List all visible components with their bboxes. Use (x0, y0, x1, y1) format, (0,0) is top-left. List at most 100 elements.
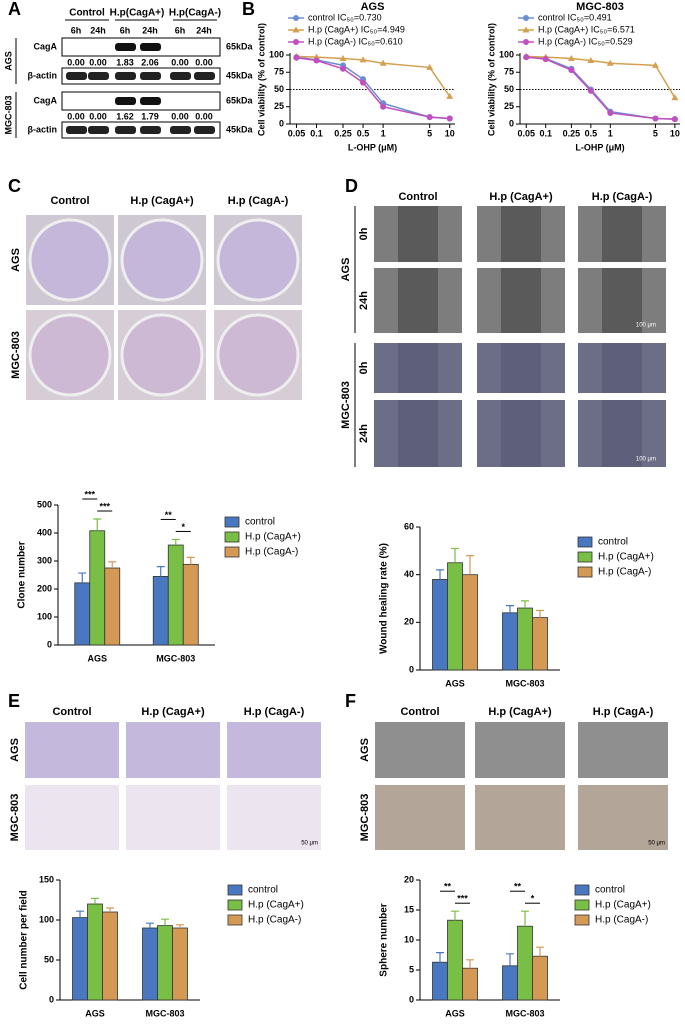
band (170, 126, 191, 134)
blot-time: 24h (142, 25, 158, 35)
bar (172, 927, 188, 1001)
error-bar (536, 946, 544, 957)
blot-time: 6h (120, 25, 131, 35)
scale-bar: 100 μm (636, 457, 656, 463)
protein: CagA (33, 41, 57, 51)
protein: β-actin (28, 124, 58, 134)
band (115, 43, 136, 51)
y-tick-label: 20 (404, 617, 414, 627)
band (140, 43, 161, 51)
legend-swatch (577, 536, 593, 548)
ratio: 0.00 (195, 111, 213, 121)
y-axis-label: Clone number (17, 541, 28, 608)
wound-gap (398, 343, 438, 393)
photo (375, 722, 465, 778)
y-tick-label: 100 (499, 49, 514, 59)
wound-gap (602, 206, 642, 262)
error-bar (78, 572, 87, 583)
error-bar (171, 538, 180, 546)
plate (28, 218, 112, 302)
bar (502, 965, 518, 1001)
y-tick-label: 10 (404, 934, 414, 944)
error-bar (186, 556, 195, 565)
cell-line: AGS (3, 51, 13, 71)
marker (671, 116, 678, 123)
legend-swatch (577, 551, 593, 563)
y-tick-label: 150 (39, 874, 54, 884)
plate (216, 313, 300, 397)
column-label: H.p (CagA-) (228, 195, 289, 207)
marker (671, 94, 679, 101)
legend-swatch (227, 914, 243, 926)
band (140, 126, 161, 134)
band (140, 97, 161, 105)
error-bar (451, 547, 459, 563)
photo (375, 785, 465, 850)
kda: 45kDa (226, 70, 254, 80)
x-tick-label: MGC-803 (156, 653, 195, 663)
y-tick-label: 25 (274, 101, 284, 111)
marker (339, 54, 347, 61)
fit-line (526, 56, 675, 120)
legend-label: H.p (CagA+) IC₅₀=6.571 (538, 24, 635, 34)
marker (607, 109, 614, 116)
marker (293, 54, 300, 61)
marker (651, 61, 659, 68)
bar (432, 961, 448, 1001)
blot-time: 6h (175, 25, 186, 35)
row-label: AGS (10, 248, 22, 272)
photo (227, 785, 321, 850)
legend-label: H.p (CagA+) (245, 532, 301, 543)
photo (25, 722, 119, 778)
column-label: Control (398, 191, 437, 203)
legend-marker (293, 39, 299, 45)
legend-label: control (598, 537, 628, 548)
y-axis-label: Sphere number (379, 903, 390, 976)
x-tick-label: 10 (670, 128, 680, 138)
x-tick-label: MGC-803 (505, 1008, 544, 1018)
x-tick-label: 10 (445, 128, 455, 138)
ratio: 1.83 (116, 57, 134, 67)
kda: 45kDa (226, 124, 254, 134)
marker (446, 115, 453, 122)
legend-swatch (227, 884, 243, 896)
significance-label: *** (99, 501, 110, 511)
significance-label: *** (84, 489, 95, 499)
error-bar (521, 910, 529, 927)
band (66, 126, 87, 134)
legend-marker (522, 26, 530, 33)
ratio: 0.00 (89, 111, 107, 121)
significance-label: ** (165, 510, 173, 520)
y-tick-label: 100 (39, 914, 54, 924)
legend-label: H.p (CagA-) (595, 915, 648, 926)
legend-marker (293, 15, 299, 21)
y-axis-label: Cell viability (% of control) (256, 23, 266, 136)
legend-swatch (574, 899, 590, 911)
error-bar (466, 555, 474, 575)
y-tick-label: 40 (404, 569, 414, 579)
plate (216, 218, 300, 302)
y-tick-label: 200 (37, 583, 52, 593)
legend-label: H.p (CagA-) (598, 567, 651, 578)
marker (568, 67, 575, 74)
y-tick-label: 50 (44, 954, 54, 964)
y-tick-label: 0 (409, 994, 414, 1004)
error-bar (106, 907, 114, 912)
cell-line: MGC-803 (3, 95, 13, 134)
legend-swatch (574, 914, 590, 926)
error-bar (146, 922, 154, 928)
x-axis-label: L-OHP (μM) (575, 142, 624, 152)
chart-title: MGC-803 (576, 1, 624, 13)
time-label: 24h (358, 424, 370, 443)
column-label: H.p (CagA-) (592, 191, 653, 203)
legend-label: control IC₅₀=0.730 (308, 12, 382, 22)
legend-label: control (248, 885, 278, 896)
photo (227, 722, 321, 778)
error-bar (93, 518, 102, 531)
plate (120, 313, 204, 397)
y-tick-label: 0 (49, 994, 54, 1004)
error-bar (436, 569, 444, 580)
ratio: 1.62 (116, 111, 134, 121)
y-tick-label: 50 (274, 84, 284, 94)
time-label: 0h (358, 361, 370, 374)
